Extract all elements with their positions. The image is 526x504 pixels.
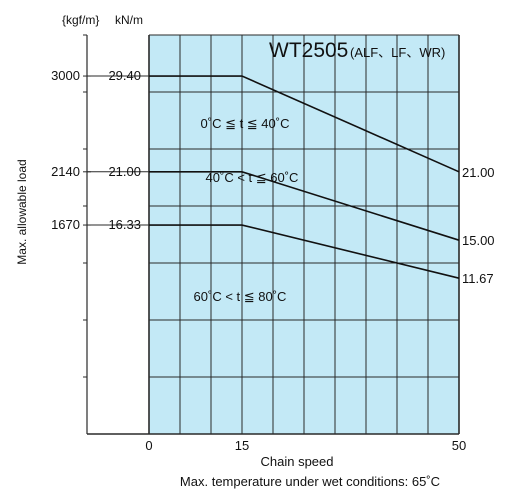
y-tick-label-kn: 29.40 [108, 68, 141, 83]
y-axis-ticks: 3000 29.40 2140 21.00 1670 16.33 [51, 68, 141, 232]
chart-title: WT2505 [269, 39, 348, 62]
unit-right-label: kN/m [115, 13, 143, 27]
series-line-1 [149, 75, 460, 173]
end-labels: 21.00 15.00 11.67 [462, 165, 495, 286]
series-lines: 0˚C ≦ t ≦ 40˚C 40˚C < t ≦ 60˚C 60˚C < t ≦ … [149, 75, 460, 304]
series-label-2: 40˚C < t ≦ 60˚C [206, 170, 299, 185]
y-tick-label-kgf: 2140 [51, 164, 80, 179]
chart-subtitle: (ALF、LF、WR) [350, 45, 445, 60]
x-axis-ticks: 0 15 50 [145, 438, 466, 453]
x-axis-label: Chain speed [261, 454, 334, 469]
series-end-label-1: 21.00 [462, 165, 495, 180]
series-end-label-2: 15.00 [462, 233, 495, 248]
x-tick-label: 50 [452, 438, 466, 453]
unit-left-label: {kgf/m} [62, 13, 99, 27]
series-end-label-3: 11.67 [462, 271, 494, 286]
y-tick-label-kn: 16.33 [108, 217, 141, 232]
series-line-3 [149, 224, 460, 279]
y-tick-label-kgf: 1670 [51, 217, 80, 232]
series-label-1: 0˚C ≦ t ≦ 40˚C [201, 116, 290, 131]
series-line-2 [149, 171, 460, 241]
y-tick-label-kgf: 3000 [51, 68, 80, 83]
x-tick-label: 0 [145, 438, 152, 453]
y-tick-label-kn: 21.00 [108, 164, 141, 179]
x-tick-label: 15 [235, 438, 249, 453]
series-label-3: 60˚C < t ≦ 80˚C [194, 289, 287, 304]
y-axis-label: Max. allowable load [15, 159, 29, 264]
grid [83, 34, 460, 435]
footnote: Max. temperature under wet conditions: 6… [180, 474, 440, 489]
